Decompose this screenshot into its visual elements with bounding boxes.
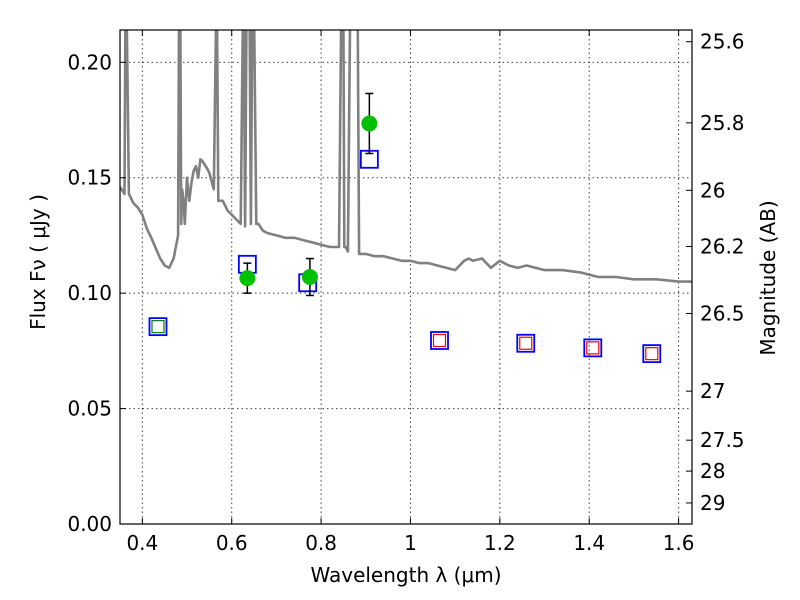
inner-square bbox=[151, 320, 165, 334]
sed-model-line bbox=[120, 30, 692, 283]
y2-tick-label: 25.6 bbox=[700, 30, 745, 54]
x-axis-label: Wavelength λ (μm) bbox=[310, 563, 501, 587]
y-tick-label: 0.20 bbox=[67, 50, 112, 74]
model-photometry-square bbox=[516, 333, 536, 353]
model-photometry-square bbox=[430, 331, 449, 350]
x-tick-label: 0.4 bbox=[126, 531, 158, 555]
y-tick-label: 0.10 bbox=[67, 281, 112, 305]
inner-square bbox=[586, 341, 600, 355]
y2-axis-label: Magnitude (AB) bbox=[756, 200, 780, 355]
y-tick-label: 0.00 bbox=[67, 512, 112, 536]
x-tick-label: 0.8 bbox=[305, 531, 337, 555]
model-photometry-square bbox=[148, 317, 168, 337]
observed-point bbox=[361, 115, 378, 132]
y2-tick-label: 25.8 bbox=[700, 111, 745, 135]
y2-tick-label: 28 bbox=[700, 459, 725, 483]
inner-square bbox=[432, 333, 447, 348]
x-tick-label: 1.6 bbox=[663, 531, 695, 555]
y-axis-label: Flux Fν ( μJy ) bbox=[26, 194, 50, 330]
y2-tick-label: 26.5 bbox=[700, 301, 745, 325]
inner-square bbox=[519, 336, 533, 350]
y2-tick-label: 26.2 bbox=[700, 234, 745, 258]
model-photometry-square bbox=[642, 344, 662, 364]
x-tick-label: 1.4 bbox=[573, 531, 605, 555]
x-tick-label: 1 bbox=[404, 531, 417, 555]
y2-tick-label: 27 bbox=[700, 379, 725, 403]
y-tick-label: 0.15 bbox=[67, 166, 112, 190]
y2-tick-label: 27.5 bbox=[700, 428, 745, 452]
y-tick-label: 0.05 bbox=[67, 397, 112, 421]
observed-point bbox=[239, 270, 256, 287]
axes-frame bbox=[119, 29, 693, 525]
observed-point bbox=[301, 269, 318, 285]
plot-area bbox=[120, 30, 692, 364]
y2-tick-label: 29 bbox=[700, 491, 725, 515]
x-tick-label: 0.6 bbox=[216, 531, 248, 555]
inner-square bbox=[645, 347, 659, 361]
axes: 0.4 0.6 0.8 1 1.2 1.4 1.6 0.00 0.05 0.10 0.15 0.20 2… bbox=[67, 30, 744, 555]
x-tick-label: 1.2 bbox=[484, 531, 516, 555]
y2-tick-label: 26 bbox=[700, 178, 725, 202]
model-photometry-square bbox=[583, 338, 603, 358]
